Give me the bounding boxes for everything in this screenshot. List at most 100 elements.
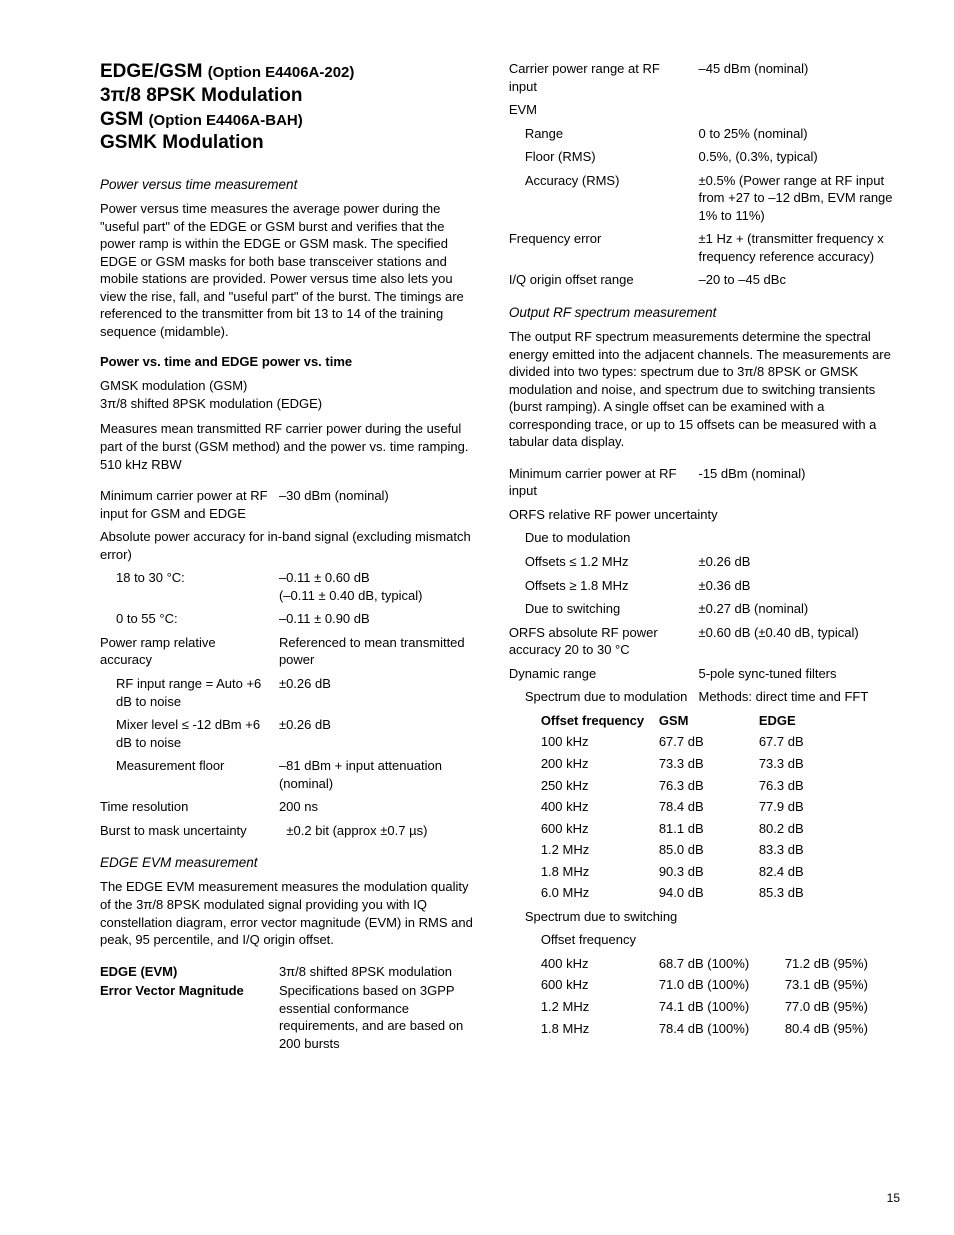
pvt-para: Power versus time measures the average p… xyxy=(100,200,473,340)
cell: 82.4 dB xyxy=(759,863,904,881)
power-ramp-v: Referenced to mean transmitted power xyxy=(279,634,473,669)
table-row: 600 kHz71.0 dB (100%)73.1 dB (95%) xyxy=(509,976,904,994)
mixer-level-l: Mixer level ≤ -12 dBm +6 dB to noise xyxy=(100,716,279,751)
orfs-off1: Offsets ≤ 1.2 MHz ±0.26 dB xyxy=(509,553,904,571)
cell: 85.3 dB xyxy=(759,884,904,902)
cell: 94.0 dB xyxy=(659,884,759,902)
tbl2-h1: Offset frequency xyxy=(509,931,659,949)
table-row: 1.8 MHz78.4 dB (100%)80.4 dB (95%) xyxy=(509,1020,904,1038)
orfs-abs-l: ORFS absolute RF power accuracy 20 to 30… xyxy=(509,624,699,659)
page-number: 15 xyxy=(887,1191,900,1205)
title-l1a: EDGE/GSM xyxy=(100,61,208,82)
edge-evm-row: EDGE (EVM) 3π/8 shifted 8PSK modulation xyxy=(100,963,473,981)
cell: 100 kHz xyxy=(509,733,659,751)
evm-heading: EDGE EVM measurement xyxy=(100,855,473,870)
evm-acc-l: Accuracy (RMS) xyxy=(509,172,699,225)
cell: 400 kHz xyxy=(509,798,659,816)
orfs-dr-v: 5-pole sync-tuned filters xyxy=(699,665,905,683)
cell: 81.1 dB xyxy=(659,820,759,838)
rf-input-auto-l: RF input range = Auto +6 dB to noise xyxy=(100,675,279,710)
right-column: Carrier power range at RF input –45 dBm … xyxy=(509,60,904,1058)
cell: 600 kHz xyxy=(509,976,659,994)
orfs-abs-v: ±0.60 dB (±0.40 dB, typical) xyxy=(699,624,905,659)
orfs-min-carrier: Minimum carrier power at RF input -15 dB… xyxy=(509,465,904,500)
orfs-rel: ORFS relative RF power uncertainty xyxy=(509,506,904,524)
evm-mag-l: Error Vector Magnitude xyxy=(100,982,279,1052)
cell: 80.2 dB xyxy=(759,820,904,838)
cell: 83.3 dB xyxy=(759,841,904,859)
table-row: 400 kHz68.7 dB (100%)71.2 dB (95%) xyxy=(509,955,904,973)
cell: 6.0 MHz xyxy=(509,884,659,902)
abs-power-text: Absolute power accuracy for in-band sign… xyxy=(100,528,473,563)
orfs-sw-l: Due to switching xyxy=(509,600,699,618)
pvt-mods: GMSK modulation (GSM) 3π/8 shifted 8PSK … xyxy=(100,377,473,412)
orfs-para: The output RF spectrum measurements dete… xyxy=(509,328,904,451)
burst-mask-v: ±0.2 bit (approx ±0.7 µs) xyxy=(286,822,472,840)
orfs-off2: Offsets ≥ 1.8 MHz ±0.36 dB xyxy=(509,577,904,595)
edge-evm-v: 3π/8 shifted 8PSK modulation xyxy=(279,963,473,981)
mixer-level-v: ±0.26 dB xyxy=(279,716,473,751)
cell: 1.8 MHz xyxy=(509,863,659,881)
cell: 600 kHz xyxy=(509,820,659,838)
cell: 77.9 dB xyxy=(759,798,904,816)
switching-table-body: 400 kHz68.7 dB (100%)71.2 dB (95%) 600 kH… xyxy=(509,955,904,1037)
orfs-sw-v: ±0.27 dB (nominal) xyxy=(699,600,905,618)
evm-range-l: Range xyxy=(509,125,699,143)
table-row: 400 kHz78.4 dB77.9 dB xyxy=(509,798,904,816)
tbl1-h1: Offset frequency xyxy=(509,712,659,730)
edge-evm-l: EDGE (EVM) xyxy=(100,963,279,981)
orfs-heading: Output RF spectrum measurement xyxy=(509,305,904,320)
cell: 1.2 MHz xyxy=(509,841,659,859)
evm-acc-v: ±0.5% (Power range at RF input from +27 … xyxy=(699,172,905,225)
evm-mag-v: Specifications based on 3GPP essential c… xyxy=(279,982,473,1052)
orfs-abs: ORFS absolute RF power accuracy 20 to 30… xyxy=(509,624,904,659)
pvt-mod2: 3π/8 shifted 8PSK modulation (EDGE) xyxy=(100,395,473,413)
cell: 90.3 dB xyxy=(659,863,759,881)
title-l2: 3π/8 8PSK Modulation xyxy=(100,84,473,108)
cell: 68.7 dB (100%) xyxy=(659,955,785,973)
cell: 78.4 dB xyxy=(659,798,759,816)
evm-floor-v: 0.5%, (0.3%, typical) xyxy=(699,148,905,166)
rf-input-auto: RF input range = Auto +6 dB to noise ±0.… xyxy=(100,675,473,710)
cell: 1.8 MHz xyxy=(509,1020,659,1038)
min-carrier-value: –30 dBm (nominal) xyxy=(279,487,473,522)
freq-error-v: ±1 Hz + (transmitter frequency x frequen… xyxy=(699,230,905,265)
iq-offset: I/Q origin offset range –20 to –45 dBc xyxy=(509,271,904,289)
table-row: 200 kHz73.3 dB73.3 dB xyxy=(509,755,904,773)
cell: 1.2 MHz xyxy=(509,998,659,1016)
orfs-sm: Spectrum due to modulation Methods: dire… xyxy=(509,688,904,706)
orfs-off2-l: Offsets ≥ 1.8 MHz xyxy=(509,577,699,595)
orfs-dr-l: Dynamic range xyxy=(509,665,699,683)
evm-floor: Floor (RMS) 0.5%, (0.3%, typical) xyxy=(509,148,904,166)
modulation-table-header: Offset frequency GSM EDGE xyxy=(509,712,904,730)
evm-mag-row: Error Vector Magnitude Specifications ba… xyxy=(100,982,473,1052)
temp-0-55-l: 0 to 55 °C: xyxy=(100,610,279,628)
temp-18-30-l: 18 to 30 °C: xyxy=(100,569,279,604)
temp-0-55-v: –0.11 ± 0.90 dB xyxy=(279,610,473,628)
cell: 73.1 dB (95%) xyxy=(785,976,904,994)
cell: 200 kHz xyxy=(509,755,659,773)
orfs-due-mod: Due to modulation xyxy=(509,529,904,547)
modulation-table-body: 100 kHz67.7 dB67.7 dB200 kHz73.3 dB73.3 … xyxy=(509,733,904,901)
iq-offset-l: I/Q origin offset range xyxy=(509,271,699,289)
tbl2-header: Offset frequency xyxy=(509,931,904,949)
table-row: 250 kHz76.3 dB76.3 dB xyxy=(509,777,904,795)
sw-spectrum-l: Spectrum due to switching xyxy=(509,908,904,926)
tbl1-h2: GSM xyxy=(659,712,759,730)
orfs-sm-v: Methods: direct time and FFT xyxy=(699,688,905,706)
cell: 74.1 dB (100%) xyxy=(659,998,785,1016)
orfs-off2-v: ±0.36 dB xyxy=(699,577,905,595)
orfs-dr: Dynamic range 5-pole sync-tuned filters xyxy=(509,665,904,683)
time-res: Time resolution 200 ns xyxy=(100,798,473,816)
freq-error-l: Frequency error xyxy=(509,230,699,265)
evm-para: The EDGE EVM measurement measures the mo… xyxy=(100,878,473,948)
orfs-min-carrier-v: -15 dBm (nominal) xyxy=(699,465,905,500)
pvt-mod1: GMSK modulation (GSM) xyxy=(100,377,473,395)
cell: 76.3 dB xyxy=(659,777,759,795)
page-columns: EDGE/GSM (Option E4406A-202) 3π/8 8PSK M… xyxy=(100,60,904,1058)
evm-label-row: EVM xyxy=(509,101,904,119)
meas-floor-v: –81 dBm + input attenuation (nominal) xyxy=(279,757,473,792)
left-column: EDGE/GSM (Option E4406A-202) 3π/8 8PSK M… xyxy=(100,60,473,1058)
time-res-v: 200 ns xyxy=(279,798,473,816)
pvt-heading: Power versus time measurement xyxy=(100,177,473,192)
